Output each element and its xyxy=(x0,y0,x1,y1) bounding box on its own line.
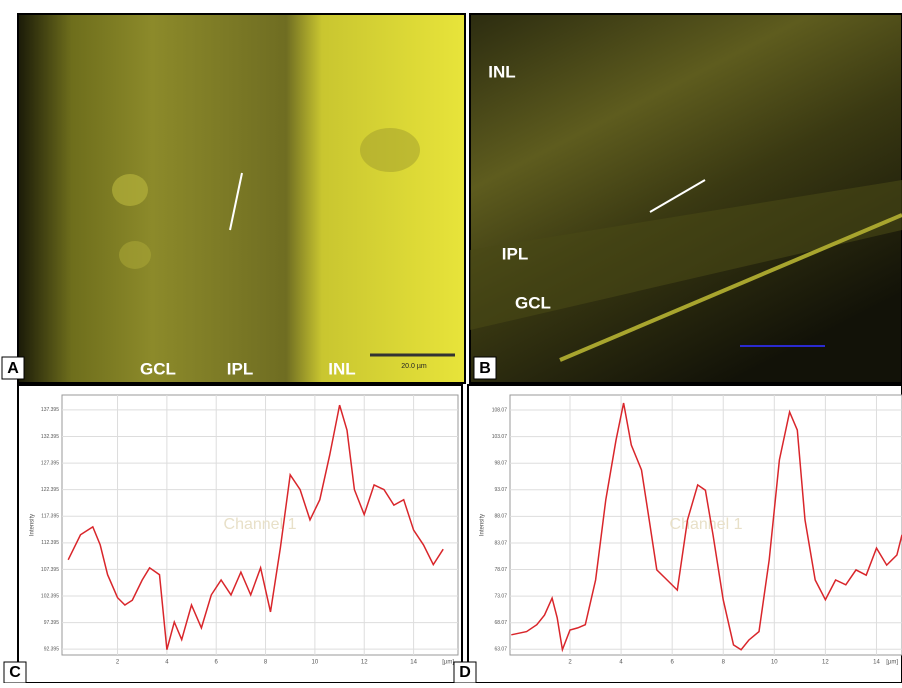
y-tick-label: 103.07 xyxy=(492,434,508,440)
x-unit-label: [µm] xyxy=(442,660,454,666)
layer-label: INL xyxy=(328,359,355,378)
y-tick-label: 68.07 xyxy=(494,620,507,626)
image-a xyxy=(18,14,465,383)
y-axis-label: Intensity xyxy=(480,514,486,536)
y-tick-label: 63.07 xyxy=(494,647,507,653)
y-tick-label: 88.07 xyxy=(494,514,507,520)
cell xyxy=(112,174,148,206)
cell xyxy=(119,241,151,269)
y-tick-label: 97.395 xyxy=(44,620,60,626)
figure: 20.0 µm GCL IPL INL A INL IPL GCL B 137.… xyxy=(0,0,902,683)
y-tick-label: 73.07 xyxy=(494,593,507,599)
cell xyxy=(360,128,420,172)
panel-label: D xyxy=(459,664,471,681)
layer-label: GCL xyxy=(140,359,176,378)
panel-label: A xyxy=(7,360,19,377)
layer-label: IPL xyxy=(227,359,253,378)
x-tick-label: 14 xyxy=(873,660,880,666)
y-tick-label: 92.395 xyxy=(44,647,60,653)
panel-label: C xyxy=(9,664,21,681)
watermark: Channel 1 xyxy=(670,516,743,533)
y-tick-label: 112.395 xyxy=(41,540,59,546)
chart: 108.07 103.07 98.07 93.07 88.07 83.07 78.07 73.… xyxy=(454,385,902,683)
x-unit-label: [µm] xyxy=(886,660,898,666)
y-axis-label: Intensity xyxy=(30,514,36,536)
watermark: Channel 1 xyxy=(224,516,297,533)
y-tick-label: 108.07 xyxy=(492,407,508,413)
y-tick-label: 117.395 xyxy=(41,514,59,520)
y-tick-label: 78.07 xyxy=(494,567,507,573)
x-tick-label: 14 xyxy=(410,660,417,666)
y-tick-label: 122.395 xyxy=(41,487,59,493)
chart: 137.395 132.395 127.395 122.395 117.395 112.3… xyxy=(4,385,462,683)
y-tick-label: 137.395 xyxy=(41,407,59,413)
y-tick-label: 132.395 xyxy=(41,434,59,440)
layer-label: GCL xyxy=(515,293,551,312)
micrograph-b: INL IPL GCL B xyxy=(470,14,902,383)
y-tick-label: 83.07 xyxy=(494,540,507,546)
x-tick-label: 12 xyxy=(361,660,368,666)
panel-label: B xyxy=(479,360,491,377)
y-tick-label: 107.395 xyxy=(41,567,59,573)
layer-label: IPL xyxy=(502,244,528,263)
x-tick-label: 12 xyxy=(822,660,829,666)
x-tick-label: 10 xyxy=(312,660,319,666)
micrograph-a: 20.0 µm GCL IPL INL A xyxy=(2,14,465,383)
y-tick-label: 127.395 xyxy=(41,460,59,466)
y-tick-label: 93.07 xyxy=(494,487,507,493)
scale-bar-label: 20.0 µm xyxy=(401,363,427,370)
layer-label: INL xyxy=(488,62,515,81)
y-tick-label: 98.07 xyxy=(494,461,507,467)
x-tick-label: 10 xyxy=(771,660,778,666)
y-tick-label: 102.395 xyxy=(41,593,59,599)
